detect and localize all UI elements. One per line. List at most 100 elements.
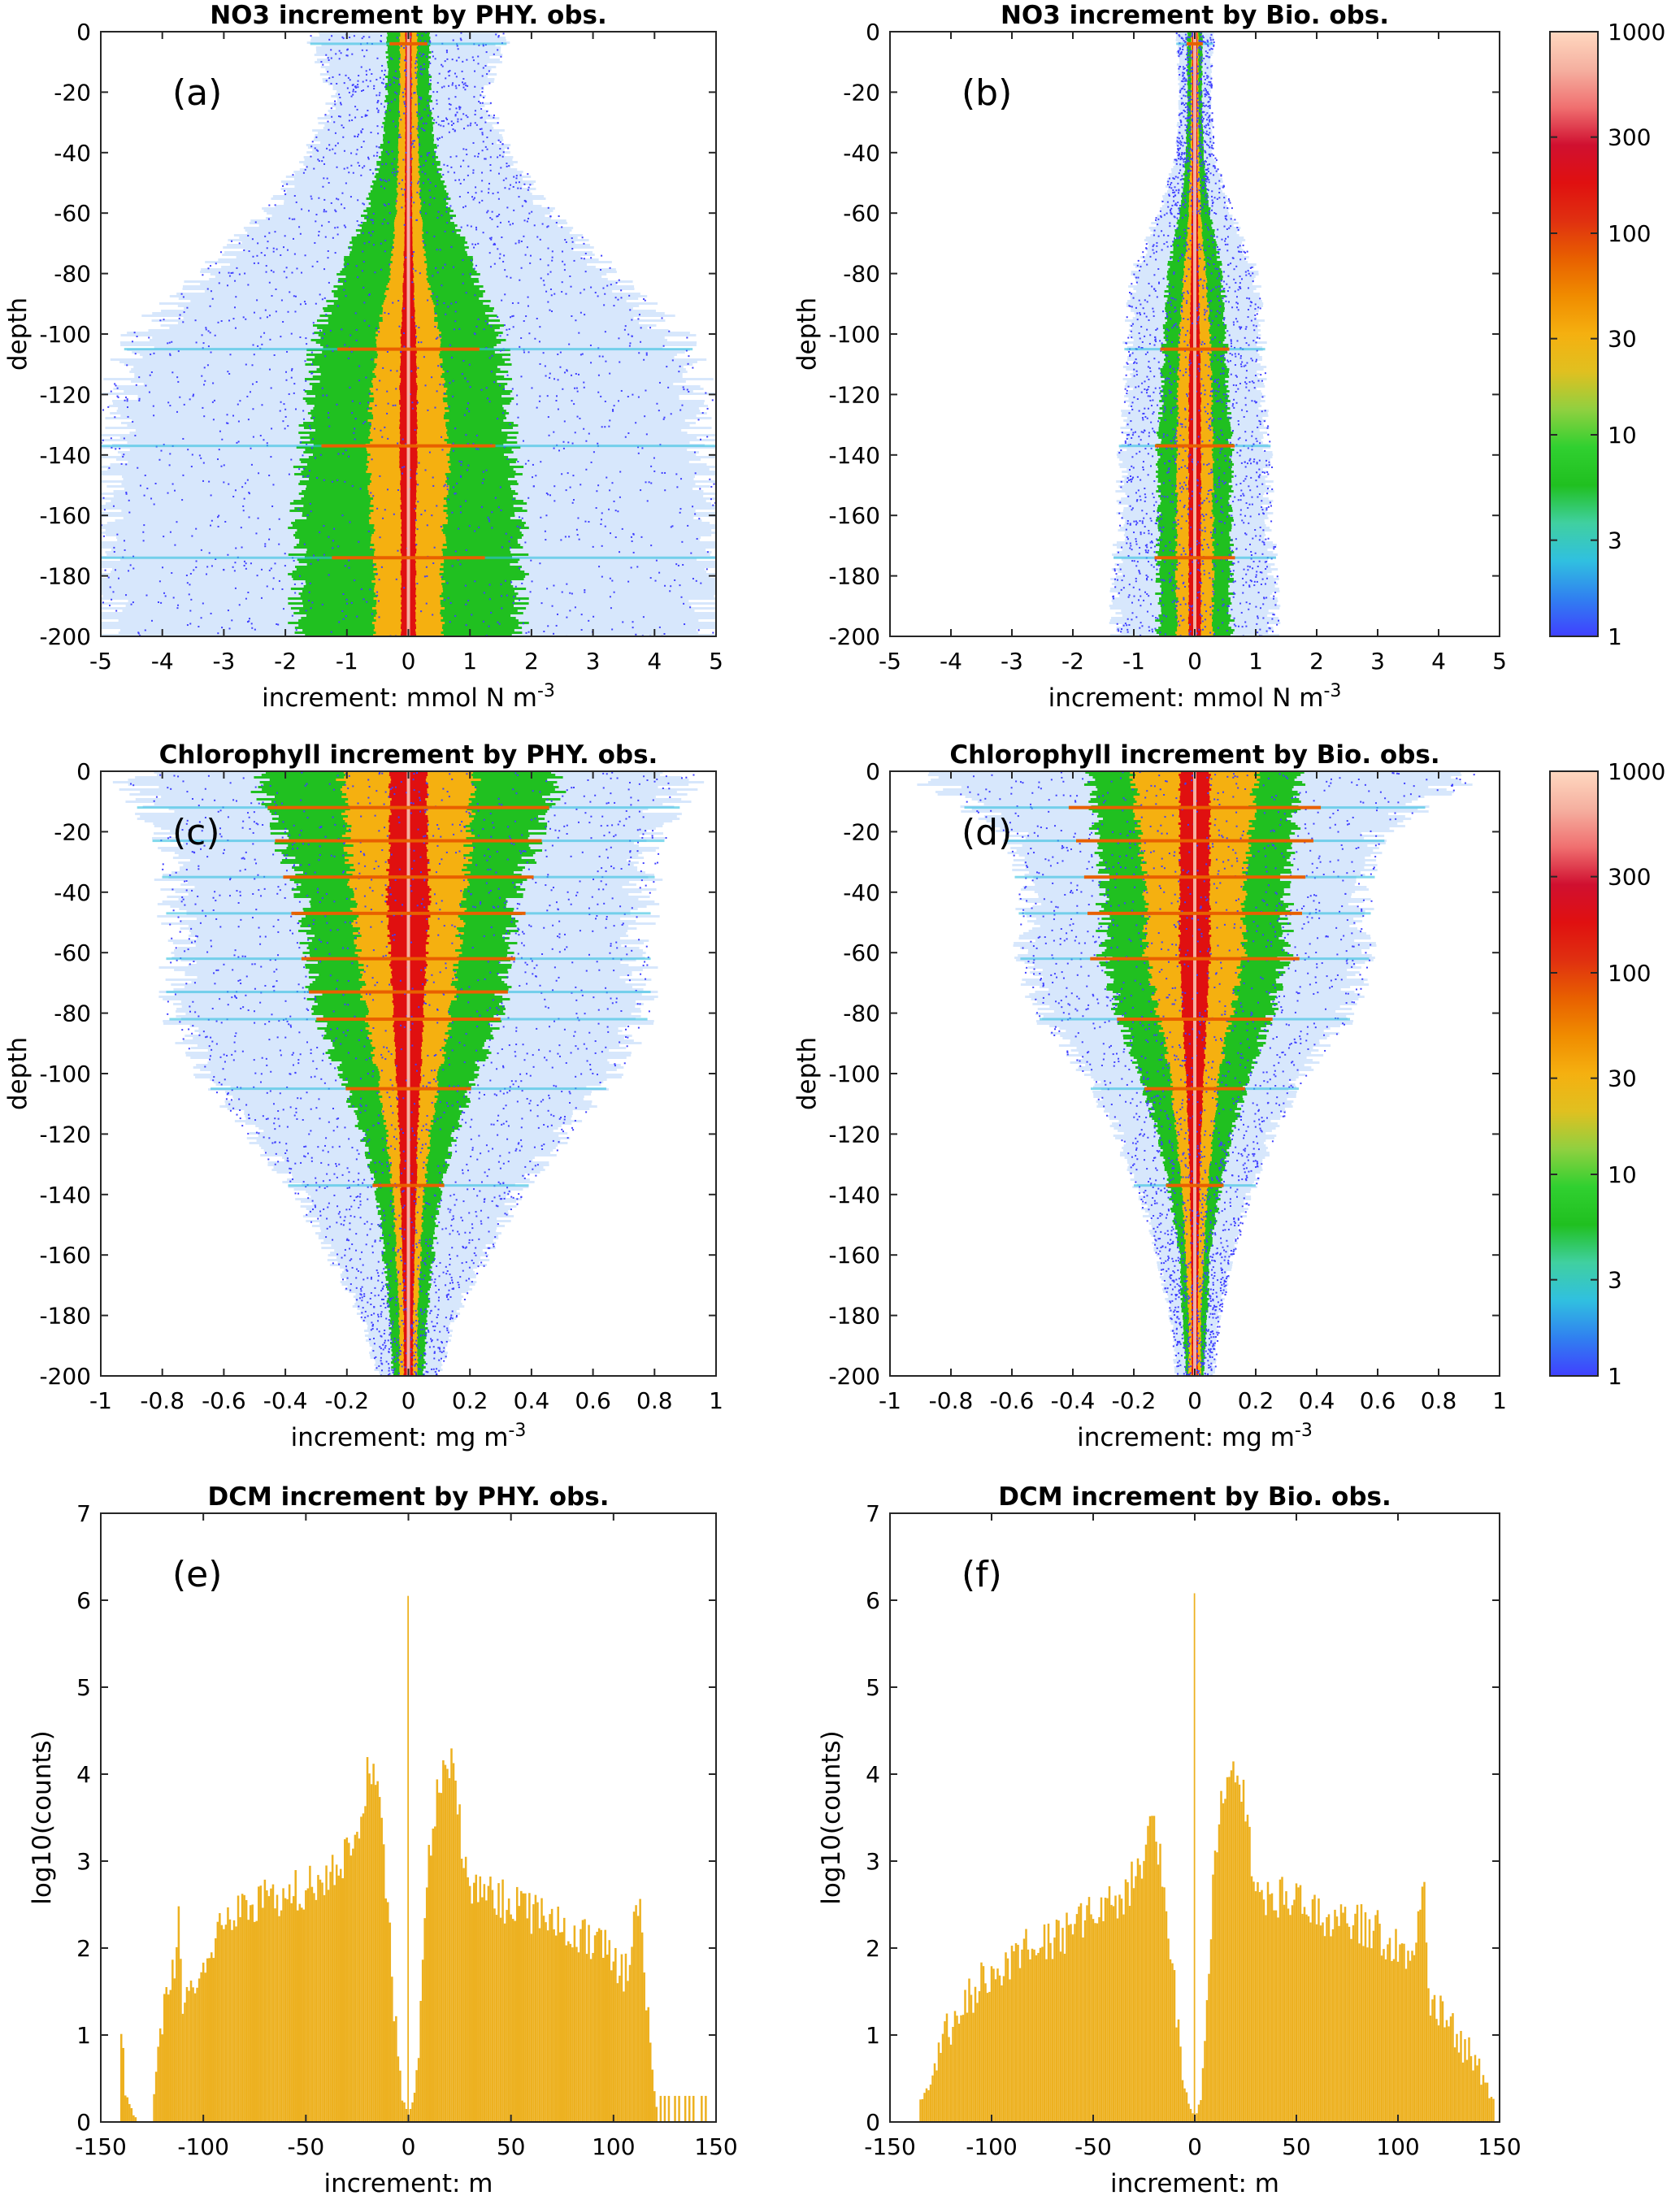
heatmap-cell <box>190 598 193 601</box>
heatmap-cell <box>1230 263 1232 265</box>
heatmap-cell <box>1214 496 1217 498</box>
heatmap-cell <box>93 569 94 571</box>
heatmap-cell <box>379 536 381 539</box>
heatmap-cell <box>182 437 184 440</box>
heatmap-cell <box>246 479 249 481</box>
heatmap-cell <box>1153 566 1155 568</box>
heatmap-cell <box>1145 574 1148 576</box>
heatmap-cell <box>289 217 291 219</box>
heatmap-cell <box>297 508 300 510</box>
heatmap-cell <box>410 158 412 160</box>
heatmap-cell <box>517 416 519 419</box>
heatmap-cell <box>338 93 341 96</box>
heatmap-cell <box>410 216 412 219</box>
heatmap-cell <box>378 94 380 97</box>
heatmap-cell <box>132 567 135 570</box>
heatmap-cell <box>349 521 351 523</box>
heatmap-cell <box>360 132 362 134</box>
heatmap-cell <box>238 273 241 276</box>
heatmap-cell <box>382 517 384 519</box>
heatmap-cell <box>1237 388 1239 390</box>
heatmap-cell <box>1216 245 1218 248</box>
heatmap-cell <box>509 423 511 426</box>
heatmap-cell <box>368 294 371 297</box>
heatmap-cell <box>114 569 116 571</box>
heatmap-cell <box>432 91 435 93</box>
heatmap-cell <box>353 432 355 434</box>
heatmap-cell <box>138 399 141 401</box>
heatmap-cell <box>503 324 506 327</box>
heatmap-cell <box>128 511 131 514</box>
heatmap-cell <box>637 318 640 320</box>
heatmap-cell <box>349 247 351 250</box>
heatmap-cell <box>266 585 268 588</box>
heatmap-cell <box>360 174 362 176</box>
heatmap-cell <box>507 147 510 150</box>
heatmap-cell <box>540 277 542 280</box>
heatmap-cell <box>454 320 457 323</box>
heatmap-cell <box>195 527 198 530</box>
heatmap-cell <box>512 223 514 225</box>
heatmap-cell <box>319 453 322 456</box>
heatmap-cell <box>551 256 553 258</box>
heatmap-cell <box>171 572 173 575</box>
heatmap-cell <box>417 367 419 369</box>
heatmap-cell <box>523 199 526 202</box>
heatmap-cell <box>215 558 217 561</box>
heatmap-cell <box>410 97 413 99</box>
heatmap-cell <box>210 494 212 497</box>
heatmap-cell <box>705 392 707 394</box>
heatmap-cell <box>1238 326 1240 328</box>
heatmap-cell <box>1162 433 1165 436</box>
heatmap-cell <box>200 617 202 619</box>
heatmap-cell <box>376 388 378 391</box>
heatmap-cell <box>1218 477 1220 479</box>
heatmap-cell <box>1136 319 1139 321</box>
heatmap-cell <box>514 242 517 245</box>
heatmap-cell <box>452 442 454 445</box>
heatmap-cell <box>217 321 219 323</box>
heatmap-cell <box>423 575 426 578</box>
heatmap-cell <box>1276 575 1278 578</box>
heatmap-cell <box>1184 585 1187 588</box>
heatmap-cell <box>601 545 603 547</box>
heatmap-cell <box>228 271 230 274</box>
heatmap-cell <box>357 162 359 164</box>
heatmap-cell <box>206 566 209 568</box>
heatmap-cell <box>547 625 549 627</box>
heatmap-cell <box>419 98 422 101</box>
heatmap-cell <box>423 182 425 184</box>
heatmap-cell <box>291 218 293 220</box>
heatmap-cell <box>446 488 449 491</box>
heatmap-cell <box>421 73 423 76</box>
heatmap-cell <box>441 267 444 269</box>
heatmap-cell <box>343 224 345 227</box>
heatmap-cell <box>387 402 389 405</box>
heatmap-cell <box>242 316 245 319</box>
heatmap-cell <box>233 306 236 309</box>
heatmap-cell <box>1222 622 1224 624</box>
heatmap-cell <box>553 584 555 587</box>
heatmap-cell <box>380 242 382 245</box>
heatmap-cell <box>323 553 325 556</box>
heatmap-cell <box>248 516 250 519</box>
heatmap-cell <box>260 252 263 254</box>
heatmap-cell <box>488 115 490 117</box>
heatmap-cell <box>481 171 484 174</box>
heatmap-cell <box>1161 230 1163 232</box>
heatmap-cell <box>416 33 419 36</box>
heatmap-cell <box>462 206 465 209</box>
heatmap-cell <box>436 303 439 306</box>
heatmap-cell <box>454 130 456 132</box>
heatmap-cell <box>423 54 425 56</box>
heatmap-cell <box>328 59 330 61</box>
heatmap-cell <box>293 237 295 240</box>
heatmap-cell <box>555 624 558 627</box>
heatmap-cell <box>668 330 671 332</box>
heatmap-cell <box>343 82 345 85</box>
heatmap-cell <box>451 565 454 567</box>
heatmap-cell <box>167 401 170 404</box>
heatmap-cell <box>435 34 437 37</box>
heatmap-cell <box>645 389 647 392</box>
heatmap-cell <box>461 70 463 72</box>
